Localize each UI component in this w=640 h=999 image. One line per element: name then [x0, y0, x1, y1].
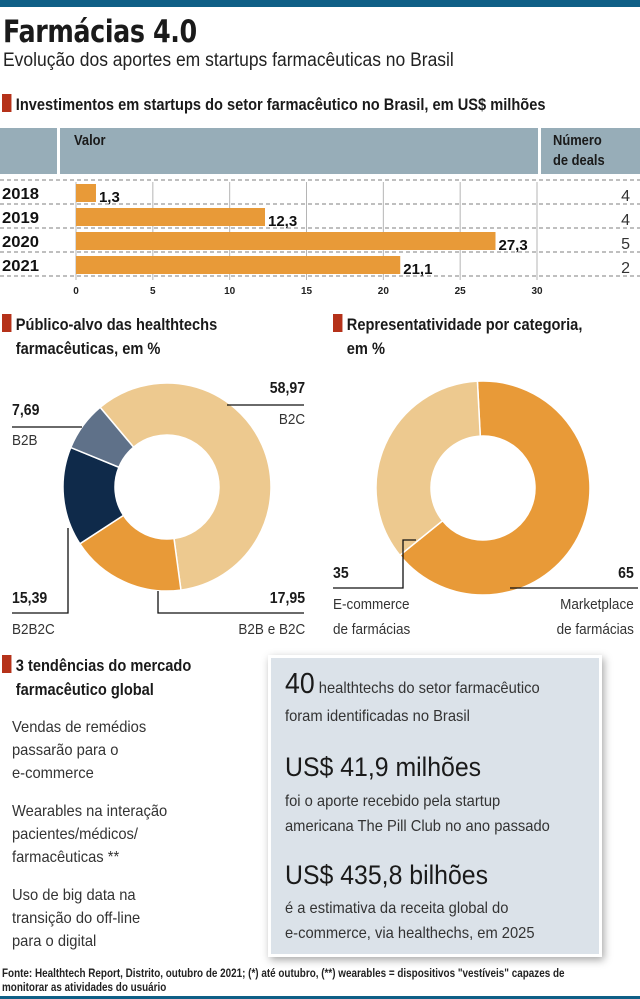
fact-3-number: US$ 435,8 bilhões — [285, 860, 489, 890]
trend-line: pacientes/médicos/ — [12, 826, 139, 843]
ecommerce-name-1: E-commerce — [333, 596, 410, 613]
ecommerce-name-2: de farmácias — [333, 621, 411, 638]
b2b-value: 7,69 — [12, 402, 40, 419]
b2b2c-value: 15,39 — [12, 590, 48, 607]
category-heading: Representatividade por categoria, em % — [333, 313, 582, 361]
bar-value-label: 12,3 — [268, 213, 297, 230]
investment-bar-chart: 0 5 10 15 20 25 30 2018 1,3 4 2019 12,3 4 2020 27,3 5 20… — [0, 179, 640, 296]
b2b-name: B2B — [12, 432, 38, 449]
fact-1-line1: healthtechs do setor farmacêutico — [318, 680, 540, 697]
valor-label: Valor — [74, 132, 106, 149]
brand-top-bar — [0, 0, 640, 7]
year-label: 2018 — [2, 186, 39, 203]
marketplace-name-1: Marketplace — [560, 596, 634, 613]
category-donut-chart — [333, 380, 638, 596]
bar-table-header: Valor Número de deals — [0, 128, 640, 174]
page-subtitle: Evolução dos aportes em startups farmacê… — [3, 50, 454, 71]
trends-heading-line1: 3 tendências do mercado — [15, 656, 192, 675]
b2b-e-b2c-value: 17,95 — [269, 590, 305, 607]
year-label: 2021 — [2, 258, 39, 275]
brand-bottom-bar — [0, 996, 640, 999]
trend-line: Wearables na interação — [12, 803, 168, 820]
slice-marketplace — [398, 380, 591, 596]
fact-2-number: US$ 41,9 milhões — [285, 752, 482, 782]
source-line1: Fonte: Healthtech Report, Distrito, outu… — [2, 968, 565, 980]
audience-heading-line2: farmacêuticas, em % — [15, 339, 161, 358]
x-tick-label: 30 — [531, 286, 543, 296]
trends-heading: 3 tendências do mercado farmacêutico glo… — [2, 654, 191, 702]
section-marker-icon — [2, 655, 12, 673]
fact-2-line2: americana The Pill Club no ano passado — [285, 818, 550, 835]
investments-heading-text: Investimentos em startups do setor farma… — [15, 95, 546, 114]
header-cell-deals: Número de deals — [541, 128, 640, 174]
trend-line: e-commerce — [12, 765, 94, 782]
audience-heading: Público-alvo das healthtechs farmacêutic… — [2, 313, 217, 361]
slice-b2b — [69, 406, 135, 469]
section-marker-icon — [2, 94, 12, 112]
bar-2020 — [76, 232, 496, 250]
x-tick-label: 10 — [224, 286, 236, 296]
marketplace-value: 65 — [618, 565, 634, 582]
slice-ecommerce — [375, 380, 482, 557]
header-cell-year — [0, 128, 57, 174]
fact-2-line1: foi o aporte recebido pela startup — [285, 793, 501, 810]
b2c-value: 58,97 — [269, 380, 305, 397]
trends-heading-line2: farmacêutico global — [15, 680, 154, 699]
section-marker-icon — [2, 314, 12, 332]
bar-value-label: 27,3 — [499, 237, 528, 254]
trend-item: Vendas de remédios passarão para o e-com… — [12, 716, 242, 785]
trend-line: farmacêuticas ** — [12, 849, 120, 866]
investments-heading: Investimentos em startups do setor farma… — [2, 93, 545, 117]
year-label: 2020 — [2, 234, 39, 251]
trend-item: Wearables na interação pacientes/médicos… — [12, 800, 242, 869]
category-heading-line1: Representatividade por categoria, — [346, 315, 583, 334]
trend-line: passarão para o — [12, 742, 119, 759]
x-tick-label: 5 — [150, 286, 156, 296]
source-line2: monitorar as atividades do usuário — [2, 982, 167, 994]
section-marker-icon — [333, 314, 343, 332]
facts-box: 40 healthtechs do setor farmacêutico for… — [268, 655, 602, 957]
trend-line: Vendas de remédios — [12, 719, 147, 736]
bar-2019 — [76, 208, 266, 226]
deals-count: 4 — [621, 212, 630, 229]
source-note: Fonte: Healthtech Report, Distrito, outu… — [2, 967, 587, 995]
year-label: 2019 — [2, 210, 39, 227]
fact-1-number: 40 — [285, 668, 315, 700]
deals-label-2: de deals — [553, 152, 605, 169]
deals-count: 4 — [621, 188, 630, 205]
marketplace-name-2: de farmácias — [556, 621, 634, 638]
category-heading-line2: em % — [346, 339, 385, 358]
slice-b2c — [99, 382, 272, 591]
header-cell-valor: Valor — [60, 128, 538, 174]
deals-count: 2 — [621, 260, 630, 277]
trend-line: Uso de big data na — [12, 887, 136, 904]
b2b-e-b2c-name: B2B e B2C — [238, 621, 305, 638]
audience-heading-line1: Público-alvo das healthtechs — [15, 315, 218, 334]
fact-1-headline: 40 healthtechs do setor farmacêutico — [285, 668, 540, 701]
deals-count: 5 — [621, 236, 630, 253]
x-tick-label: 25 — [455, 286, 467, 296]
ecommerce-value: 35 — [333, 565, 349, 582]
fact-3-line1: é a estimativa da receita global do — [285, 900, 509, 917]
trend-line: para o digital — [12, 933, 97, 950]
trend-line: transição do off-line — [12, 910, 141, 927]
x-tick-label: 0 — [73, 286, 79, 296]
x-tick-label: 20 — [378, 286, 390, 296]
leader-line-b2b-e-b2c — [157, 591, 304, 614]
leader-line-b2b2c — [12, 528, 69, 614]
b2b2c-name: B2B2C — [12, 621, 55, 638]
trend-item: Uso de big data na transição do off-line… — [12, 884, 242, 953]
bar-2018 — [76, 184, 96, 202]
bar-value-label: 21,1 — [403, 261, 432, 278]
page-title: Farmácias 4.0 — [3, 14, 197, 50]
leader-line-ecommerce — [333, 539, 416, 589]
b2c-name: B2C — [278, 411, 305, 428]
x-tick-label: 15 — [301, 286, 313, 296]
fact-1-line2: foram identificadas no Brasil — [285, 708, 470, 725]
audience-donut-chart — [12, 382, 304, 614]
bar-value-label: 1,3 — [99, 189, 120, 206]
fact-3-line2: e-commerce, via healthechs, em 2025 — [285, 925, 535, 942]
bar-2021 — [76, 256, 401, 274]
deals-label-1: Número — [553, 132, 602, 149]
